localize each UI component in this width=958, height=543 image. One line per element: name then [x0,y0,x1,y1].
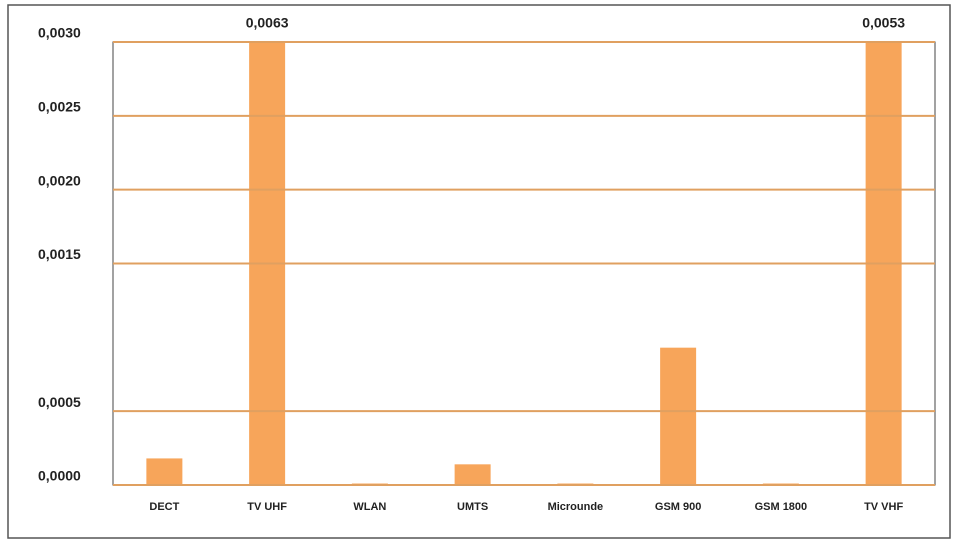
bar [865,42,902,485]
x-tick-label: UMTS [457,501,488,513]
value-label: 0,0063 [246,15,289,31]
y-tick-label: 0,0015 [38,246,81,262]
x-tick-label: GSM 1800 [755,501,808,513]
y-tick-label: 0,0000 [38,468,81,484]
x-tick-label: GSM 900 [655,501,701,513]
value-label: 0,0053 [862,15,905,31]
bar [146,458,183,485]
y-tick-label: 0,0020 [38,172,81,188]
y-tick-label: 0,0025 [38,99,81,115]
bar [660,347,697,485]
x-tick-label: Microunde [548,501,604,513]
y-tick-label: 0,0030 [38,25,81,41]
bar [249,42,286,485]
x-tick-label: TV VHF [864,501,903,513]
x-tick-label: WLAN [353,501,386,513]
bar [454,464,491,485]
x-tick-label: TV UHF [247,501,287,513]
y-tick-label: 0,0005 [38,394,81,410]
x-tick-label: DECT [149,501,179,513]
